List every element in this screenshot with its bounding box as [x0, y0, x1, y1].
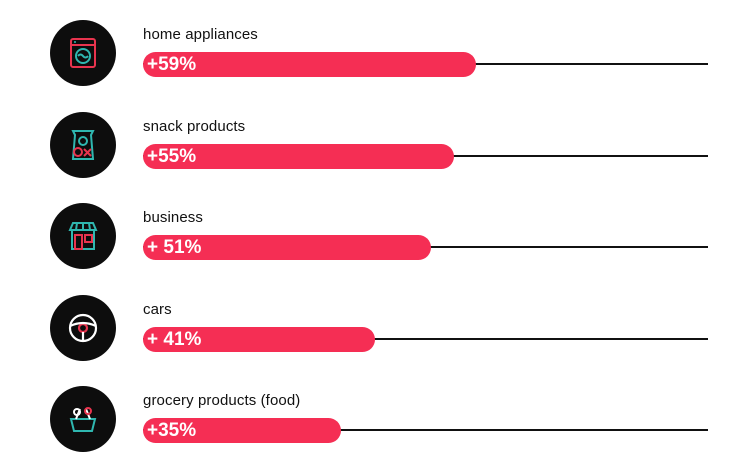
chart-row-cars: cars + 41%: [0, 275, 748, 367]
storefront-icon: [50, 203, 116, 269]
category-label: business: [143, 209, 204, 226]
snack-bag-icon: [50, 111, 116, 178]
bar-business: [143, 235, 432, 260]
value-label: + 41%: [147, 328, 202, 350]
category-label: snack products: [143, 117, 246, 135]
chart-row-home-appliances: home appliances +59%: [0, 0, 748, 92]
value-label: +55%: [147, 145, 197, 167]
value-label: + 51%: [147, 237, 202, 258]
category-label: home appliances: [143, 26, 258, 43]
chart-row-snack-products: snack products +55%: [0, 92, 748, 184]
value-label: +59%: [147, 54, 197, 75]
category-label: cars: [143, 300, 172, 318]
bar-home-appliances: [143, 52, 477, 77]
grocery-basket-icon: [50, 386, 116, 452]
chart-row-business: business + 51%: [0, 183, 748, 275]
category-label: grocery products (food): [143, 392, 301, 409]
bar-track: [143, 337, 708, 340]
value-label: +35%: [147, 420, 197, 441]
chart-row-grocery-products: grocery products (food) +35%: [0, 366, 748, 458]
washing-machine-icon: [50, 20, 116, 86]
bar-snack-products: [143, 143, 454, 169]
bar-cars: [143, 326, 375, 352]
steering-wheel-icon: [50, 294, 116, 361]
